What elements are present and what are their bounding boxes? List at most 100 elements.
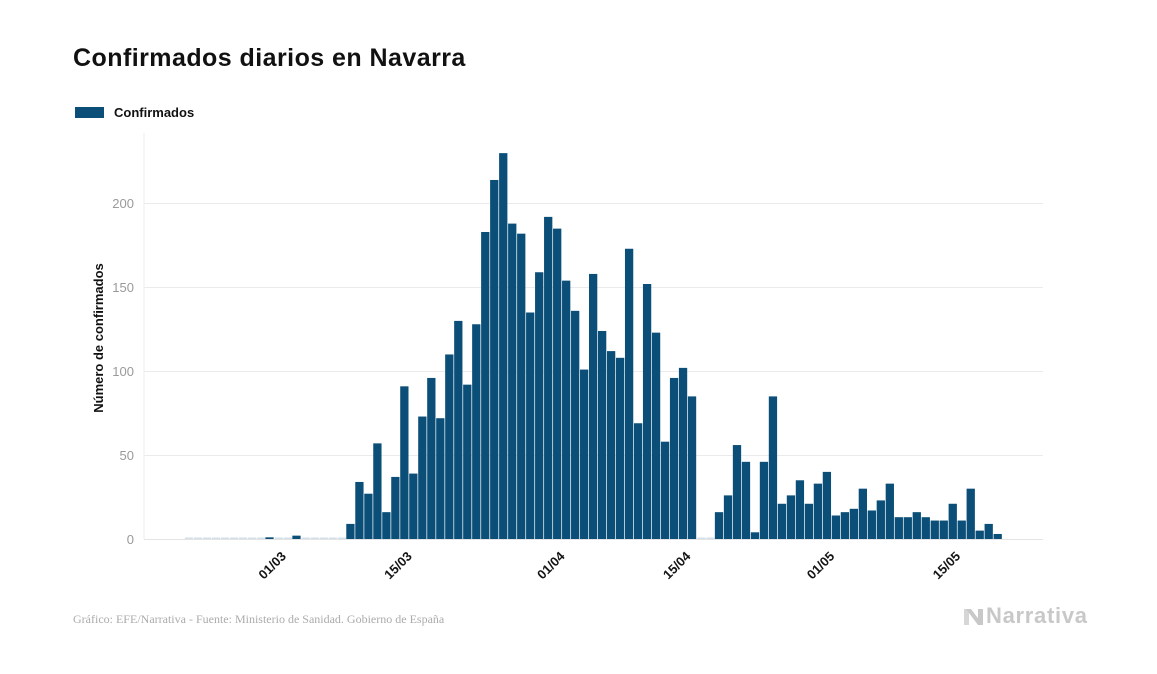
bar[interactable] bbox=[678, 367, 688, 539]
bar[interactable] bbox=[813, 483, 823, 539]
bar[interactable] bbox=[229, 537, 238, 540]
bar[interactable] bbox=[553, 228, 562, 539]
bar[interactable] bbox=[867, 510, 876, 539]
bar[interactable] bbox=[499, 153, 508, 539]
x-tick-label: 15/04 bbox=[660, 548, 694, 582]
bar[interactable] bbox=[786, 495, 796, 539]
bar[interactable] bbox=[660, 441, 670, 539]
bar[interactable] bbox=[202, 537, 212, 540]
chart-title: Confirmados diarios en Navarra bbox=[73, 44, 466, 72]
bar[interactable] bbox=[220, 537, 230, 540]
bar[interactable] bbox=[903, 517, 912, 539]
bar[interactable] bbox=[526, 312, 535, 539]
bar[interactable] bbox=[957, 520, 966, 539]
bar[interactable] bbox=[876, 500, 885, 539]
bar[interactable] bbox=[777, 503, 787, 539]
bar[interactable] bbox=[319, 537, 328, 540]
bar[interactable] bbox=[382, 512, 391, 539]
bar[interactable] bbox=[589, 273, 598, 539]
bar[interactable] bbox=[490, 179, 499, 539]
bar[interactable] bbox=[301, 537, 310, 540]
bar[interactable] bbox=[562, 280, 571, 539]
bar[interactable] bbox=[580, 369, 589, 539]
bar[interactable] bbox=[400, 386, 409, 539]
bar[interactable] bbox=[597, 330, 607, 539]
y-tick-labels: 0 50 100 150 200 bbox=[112, 196, 134, 547]
bar[interactable] bbox=[697, 537, 706, 540]
narrativa-n-icon bbox=[964, 608, 983, 625]
bar[interactable] bbox=[706, 537, 715, 540]
bar[interactable] bbox=[427, 377, 436, 539]
bar[interactable] bbox=[328, 537, 337, 540]
bar[interactable] bbox=[292, 535, 301, 539]
bar[interactable] bbox=[238, 537, 247, 540]
bar[interactable] bbox=[337, 537, 346, 540]
y-axis-label: Número de confirmados bbox=[91, 263, 106, 413]
bar[interactable] bbox=[642, 283, 652, 539]
bar[interactable] bbox=[759, 461, 769, 539]
bar[interactable] bbox=[409, 473, 418, 539]
bar[interactable] bbox=[795, 480, 805, 539]
bar[interactable] bbox=[265, 537, 274, 539]
bar[interactable] bbox=[481, 231, 490, 540]
bar[interactable] bbox=[274, 537, 283, 540]
bar[interactable] bbox=[606, 351, 616, 539]
bar[interactable] bbox=[454, 320, 463, 539]
bar[interactable] bbox=[346, 523, 355, 539]
bar[interactable] bbox=[669, 377, 679, 539]
bar[interactable] bbox=[463, 384, 472, 539]
bar[interactable] bbox=[517, 233, 526, 539]
bar[interactable] bbox=[687, 396, 697, 539]
x-tick-label: 01/04 bbox=[534, 548, 568, 582]
bar[interactable] bbox=[391, 476, 400, 539]
bar[interactable] bbox=[373, 443, 382, 539]
bar[interactable] bbox=[831, 515, 841, 539]
bar[interactable] bbox=[939, 520, 948, 539]
y-tick-label: 50 bbox=[120, 448, 134, 463]
bar[interactable] bbox=[912, 512, 921, 539]
bar[interactable] bbox=[921, 517, 930, 539]
bar[interactable] bbox=[571, 310, 580, 539]
bar[interactable] bbox=[885, 483, 894, 539]
bar[interactable] bbox=[615, 357, 625, 539]
bar[interactable] bbox=[714, 512, 724, 539]
bar[interactable] bbox=[211, 537, 221, 540]
bar[interactable] bbox=[894, 517, 903, 539]
bar[interactable] bbox=[840, 512, 850, 539]
bar[interactable] bbox=[741, 461, 751, 539]
bar[interactable] bbox=[858, 488, 867, 539]
bar[interactable] bbox=[750, 532, 760, 539]
bar[interactable] bbox=[768, 396, 778, 539]
bar[interactable] bbox=[247, 537, 256, 540]
bar[interactable] bbox=[966, 488, 975, 539]
bar[interactable] bbox=[436, 418, 445, 539]
bar[interactable] bbox=[624, 248, 634, 540]
bar[interactable] bbox=[723, 495, 733, 539]
x-tick-label: 01/05 bbox=[804, 549, 838, 583]
bar[interactable] bbox=[535, 272, 544, 539]
bar[interactable] bbox=[184, 537, 194, 540]
bar[interactable] bbox=[804, 503, 814, 539]
bar[interactable] bbox=[984, 523, 993, 539]
bar[interactable] bbox=[445, 354, 454, 539]
bar[interactable] bbox=[364, 493, 373, 539]
bar[interactable] bbox=[633, 423, 643, 539]
bar[interactable] bbox=[993, 533, 1002, 539]
bar[interactable] bbox=[651, 332, 661, 539]
x-tick-label: 15/03 bbox=[381, 549, 415, 583]
bar[interactable] bbox=[310, 537, 319, 540]
bar[interactable] bbox=[544, 216, 553, 540]
bar[interactable] bbox=[508, 223, 517, 540]
bar[interactable] bbox=[822, 471, 832, 539]
bar[interactable] bbox=[283, 537, 292, 540]
bar[interactable] bbox=[472, 324, 481, 539]
bar[interactable] bbox=[193, 537, 203, 540]
bar[interactable] bbox=[849, 508, 859, 539]
bar[interactable] bbox=[355, 481, 364, 539]
bar[interactable] bbox=[256, 537, 265, 540]
bar[interactable] bbox=[418, 416, 427, 539]
bar[interactable] bbox=[975, 530, 984, 539]
bar[interactable] bbox=[948, 503, 957, 539]
bar[interactable] bbox=[930, 520, 939, 539]
bar[interactable] bbox=[732, 445, 742, 539]
